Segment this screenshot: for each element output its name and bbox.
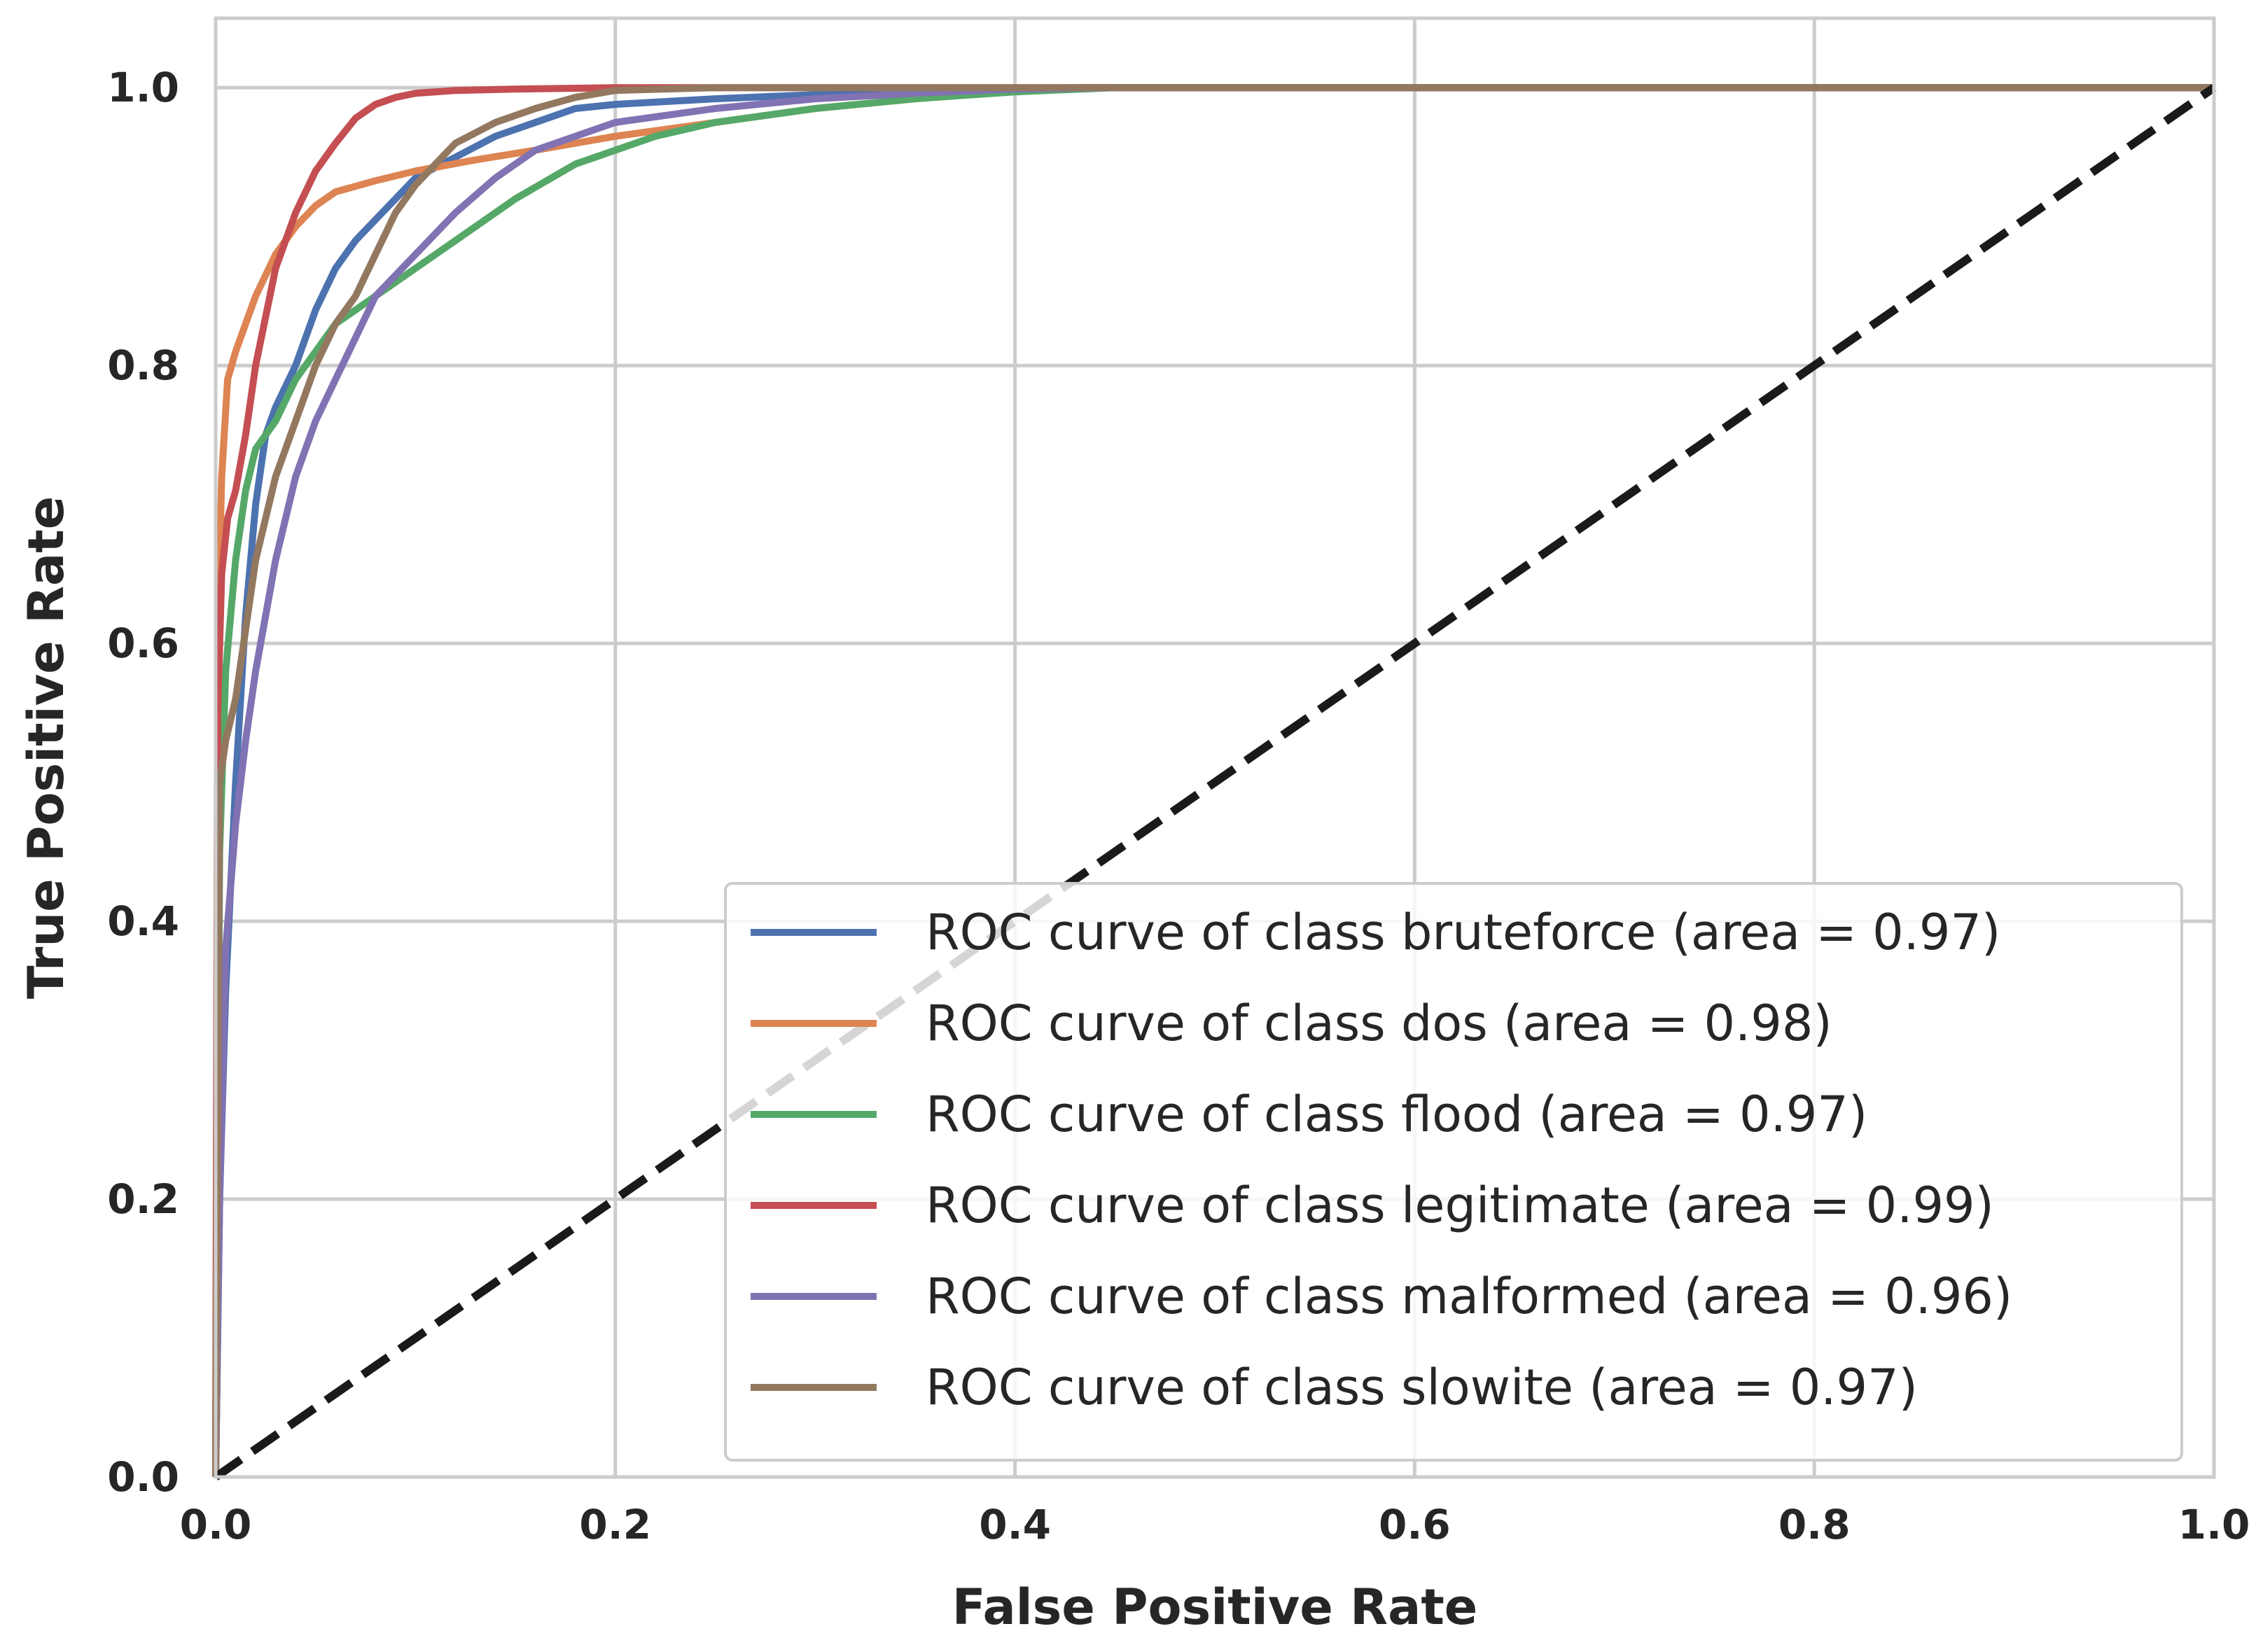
legend-box [724,882,2183,1462]
legend-label: ROC curve of class legitimate (area = 0.… [926,1177,1994,1234]
legend-label: ROC curve of class bruteforce (area = 0.… [926,904,2000,961]
x-tick-label: 0.6 [1379,1501,1451,1548]
axes-frame [214,16,2216,1479]
legend-label: ROC curve of class dos (area = 0.98) [926,995,1832,1052]
x-tick-label: 1.0 [2178,1501,2250,1548]
x-axis-label: False Positive Rate [952,1578,1478,1636]
legend-label: ROC curve of class flood (area = 0.97) [926,1086,1867,1143]
grid [214,18,2216,1479]
y-tick-label: 0.2 [107,1175,179,1223]
x-tick-label: 0.8 [1778,1501,1851,1548]
roc-series-3 [212,84,2214,1478]
y-tick-label: 0.0 [107,1453,179,1501]
y-tick-label: 0.4 [107,897,179,945]
x-tick-label: 0.0 [180,1501,252,1548]
legend: ROC curve of class bruteforce (area = 0.… [724,882,2183,1462]
legend-label: ROC curve of class slowite (area = 0.97) [926,1359,1918,1416]
diagonal-reference-line [213,84,2217,1480]
x-tick-label: 0.4 [979,1501,1051,1548]
plot-lines [212,84,2217,1480]
x-tick-label: 0.2 [579,1501,651,1548]
y-axis-label: True Positive Rate [18,496,75,999]
y-tick-label: 0.6 [107,620,179,667]
roc-series-4 [212,84,2214,1478]
y-tick-label: 0.8 [107,342,179,389]
y-tick-label: 1.0 [107,64,179,111]
tick-labels: 0.0 0.2 0.4 0.6 0.8 1.0 0.0 0.2 0.4 0.6 0.8 1.0 [107,64,2250,1548]
legend-label: ROC curve of class malformed (area = 0.9… [926,1268,2012,1325]
roc-series-2 [212,84,2214,1478]
roc-series-5 [212,84,2214,1478]
